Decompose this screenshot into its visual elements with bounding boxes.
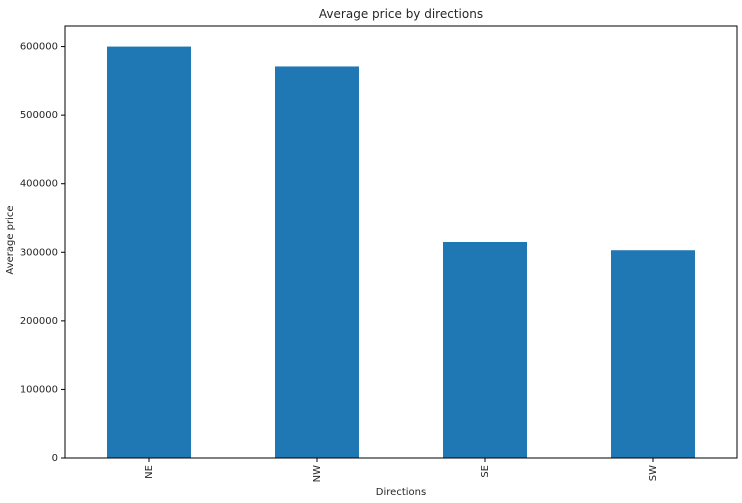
y-tick-label: 100000 bbox=[20, 384, 58, 395]
y-tick-label: 300000 bbox=[20, 247, 58, 258]
y-axis-label: Average price bbox=[5, 205, 16, 274]
bar-sw bbox=[611, 250, 695, 458]
x-axis-ticks: NE NW SE SW bbox=[144, 458, 659, 482]
chart-title: Average price by directions bbox=[319, 7, 483, 21]
y-tick-label: 200000 bbox=[20, 316, 58, 327]
bar-nw bbox=[275, 66, 359, 458]
x-tick-label: NW bbox=[312, 465, 323, 482]
y-tick-label: 600000 bbox=[20, 42, 58, 53]
y-tick-label: 500000 bbox=[20, 110, 58, 121]
x-tick-label: SE bbox=[480, 465, 491, 478]
y-tick-label: 0 bbox=[52, 453, 58, 464]
x-axis-label: Directions bbox=[376, 487, 426, 498]
plot-frame bbox=[64, 25, 738, 459]
x-tick-label: NE bbox=[144, 465, 155, 479]
bar-se bbox=[443, 242, 527, 458]
x-tick-label: SW bbox=[648, 465, 659, 481]
y-axis-ticks: 0 100000 200000 300000 400000 500000 600000 bbox=[20, 42, 65, 464]
bar-ne bbox=[107, 46, 191, 458]
y-tick-label: 400000 bbox=[20, 179, 58, 190]
bars-group bbox=[107, 46, 695, 458]
